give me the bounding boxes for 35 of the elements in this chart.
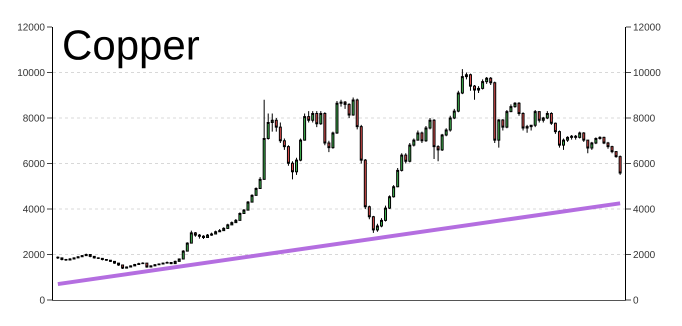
y-tick-label: 0 xyxy=(39,296,46,306)
candlestick xyxy=(578,131,582,139)
candlestick xyxy=(198,234,201,240)
candlestick xyxy=(133,263,136,267)
candlestick xyxy=(311,110,314,124)
y-tick-label: 6000 xyxy=(22,159,46,170)
candlestick xyxy=(618,155,622,176)
candlestick xyxy=(590,141,594,150)
y2-tick-label: 10000 xyxy=(633,68,662,79)
candlestick xyxy=(534,110,537,128)
y2-tick-label: 12000 xyxy=(633,22,662,34)
y-tick-label: 2000 xyxy=(22,250,46,261)
candlestick xyxy=(315,110,318,128)
y2-tick-label: 8000 xyxy=(633,114,656,124)
candlestick xyxy=(145,262,148,268)
candlestick xyxy=(222,226,226,232)
candlestick xyxy=(610,145,614,154)
candlestick xyxy=(408,142,412,163)
y2-tick-label: 2000 xyxy=(633,250,656,261)
candlestick xyxy=(574,134,578,140)
y-tick-label: 8000 xyxy=(22,114,46,124)
y2-tick-label: 6000 xyxy=(633,159,656,170)
y2-tick-label: 4000 xyxy=(633,204,656,216)
candlestick xyxy=(481,78,484,90)
candlestick xyxy=(121,264,124,270)
y-tick-label: 12000 xyxy=(17,22,46,34)
candlestick xyxy=(226,223,230,230)
chart-title: Copper xyxy=(62,21,200,68)
candlestick xyxy=(432,118,436,160)
candlestick xyxy=(602,136,606,145)
y-tick-label: 4000 xyxy=(22,204,46,216)
candlestick xyxy=(570,134,574,140)
y2-tick-label: 0 xyxy=(633,296,639,306)
candlestick xyxy=(238,212,242,222)
y-tick-label: 10000 xyxy=(17,68,46,79)
